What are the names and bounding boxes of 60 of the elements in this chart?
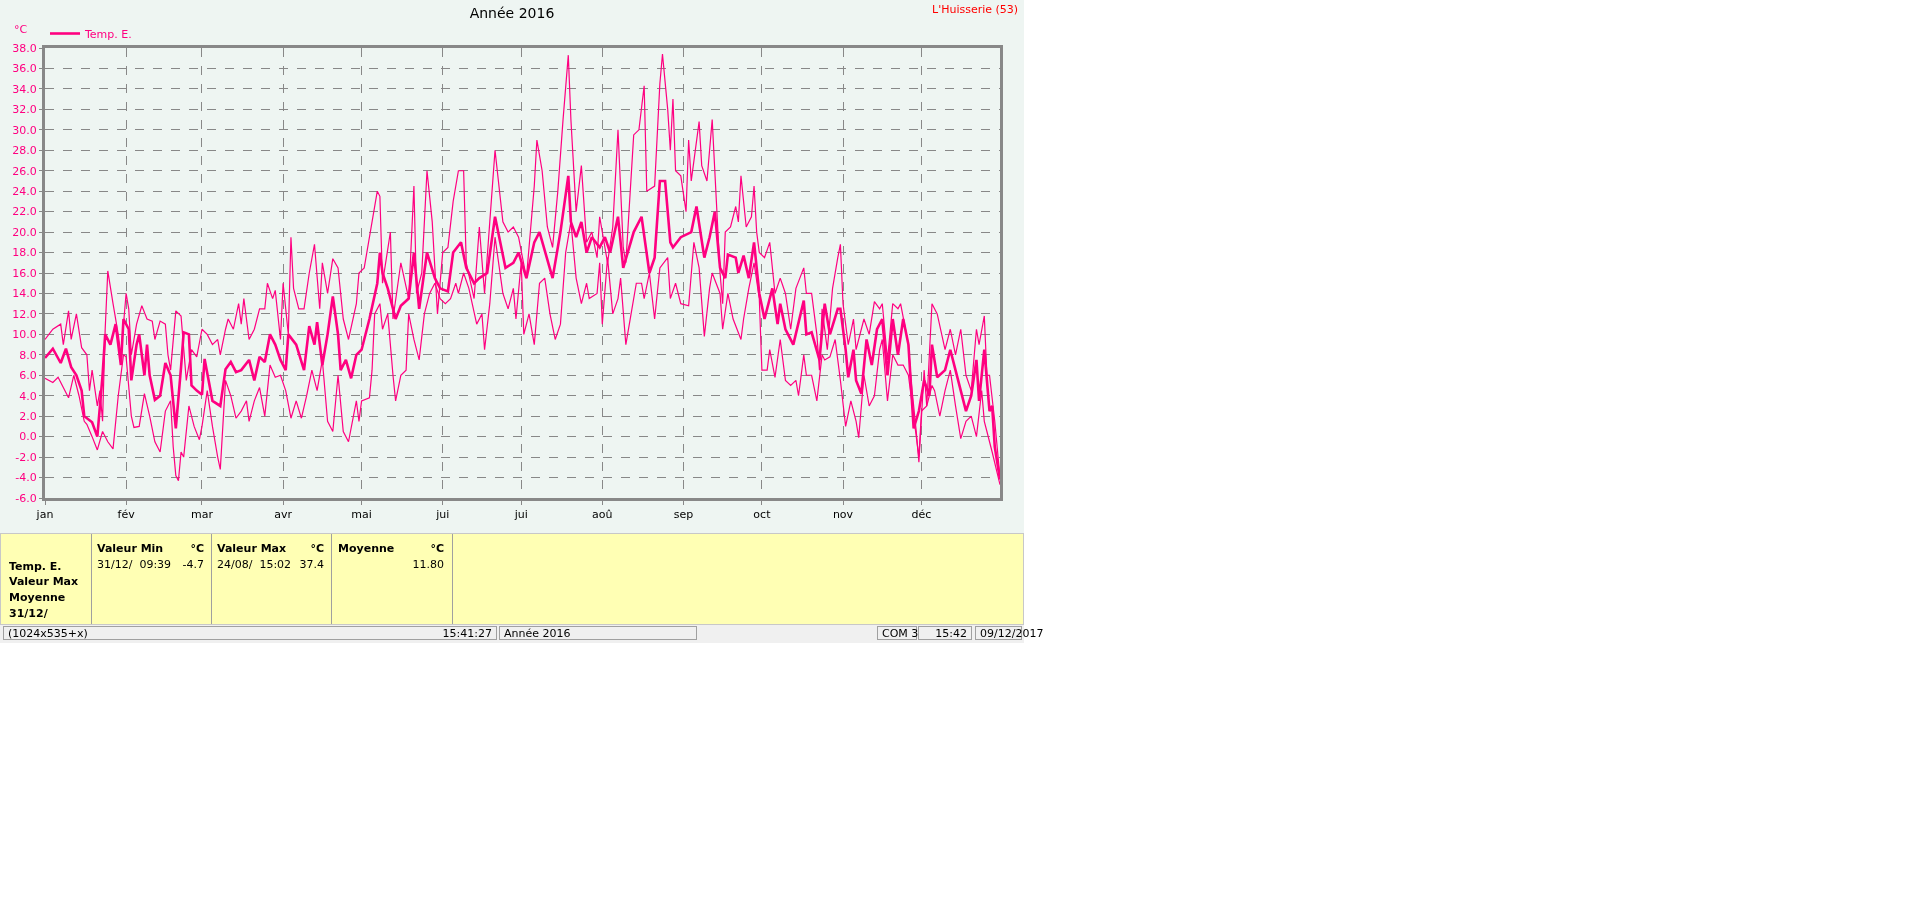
text: 15:41:27: [441, 626, 493, 640]
y-tick-label: 24.0: [12, 185, 37, 199]
text: 31/12/: [9, 607, 48, 620]
y-tick-label: 14.0: [12, 287, 37, 301]
y-tick-label: 36.0: [12, 62, 37, 76]
x-tick-label: jui: [435, 508, 450, 522]
x-tick-label: jan: [35, 508, 54, 522]
text: Année 2016: [499, 626, 697, 640]
y-axis-title: °C: [14, 23, 28, 36]
text: -4.7: [182, 558, 204, 571]
text: Valeur Min: [97, 542, 164, 555]
text: 24/08/ 15:02: [217, 558, 292, 571]
y-tick-label: 20.0: [12, 225, 37, 239]
text: 31/12/ 09:39: [97, 558, 172, 571]
y-tick-label: 18.0: [12, 246, 37, 260]
text: COM 3: [877, 626, 919, 640]
y-tick-label: -6.0: [15, 491, 37, 505]
text: Valeur Max: [217, 542, 287, 555]
text: °C: [430, 542, 444, 555]
y-tick-label: 4.0: [19, 389, 37, 403]
y-tick-label: -2.0: [15, 450, 37, 464]
x-tick-label: sep: [673, 508, 694, 522]
y-tick-label: 8.0: [19, 348, 37, 362]
chart-title: Année 2016: [469, 4, 555, 21]
y-tick-label: 12.0: [12, 307, 37, 321]
legend-label: Temp. E.: [84, 27, 132, 41]
y-tick-label: 34.0: [12, 82, 37, 96]
text: 37.4: [299, 558, 324, 571]
x-tick-label: nov: [832, 508, 854, 522]
x-tick-label: mar: [191, 508, 214, 522]
y-tick-label: 38.0: [12, 41, 37, 55]
y-tick-label: 26.0: [12, 164, 37, 178]
x-tick-label: aoû: [592, 508, 613, 522]
y-tick-label: 0.0: [19, 430, 37, 444]
text: Temp. E.: [9, 560, 62, 573]
y-tick-label: 6.0: [19, 369, 37, 383]
text: (1024x535+x): [8, 627, 88, 640]
y-tick-label: 32.0: [12, 103, 37, 117]
text: 15:42: [918, 626, 972, 640]
y-tick-label: 10.0: [12, 328, 37, 342]
text: Moyenne: [9, 591, 66, 604]
text: °C: [310, 542, 324, 555]
x-tick-label: fév: [117, 508, 136, 522]
x-tick-label: oct: [753, 508, 772, 522]
text: Moyenne: [338, 542, 395, 555]
text: °C: [190, 542, 204, 555]
text: L'Huisserie (53): [932, 3, 1019, 16]
y-tick-label: 28.0: [12, 144, 37, 158]
y-tick-label: -4.0: [15, 471, 37, 485]
text: 09/12/2017: [979, 626, 1044, 640]
x-tick-label: déc: [911, 508, 932, 522]
y-tick-label: 30.0: [12, 123, 37, 137]
y-tick-label: 22.0: [12, 205, 37, 219]
x-tick-label: mai: [351, 508, 372, 522]
text: Valeur Max: [9, 575, 79, 588]
x-tick-label: jui: [513, 508, 528, 522]
x-tick-label: avr: [274, 508, 293, 522]
y-tick-label: 16.0: [12, 266, 37, 280]
text: 11.80: [412, 558, 444, 571]
y-tick-label: 2.0: [19, 410, 37, 424]
